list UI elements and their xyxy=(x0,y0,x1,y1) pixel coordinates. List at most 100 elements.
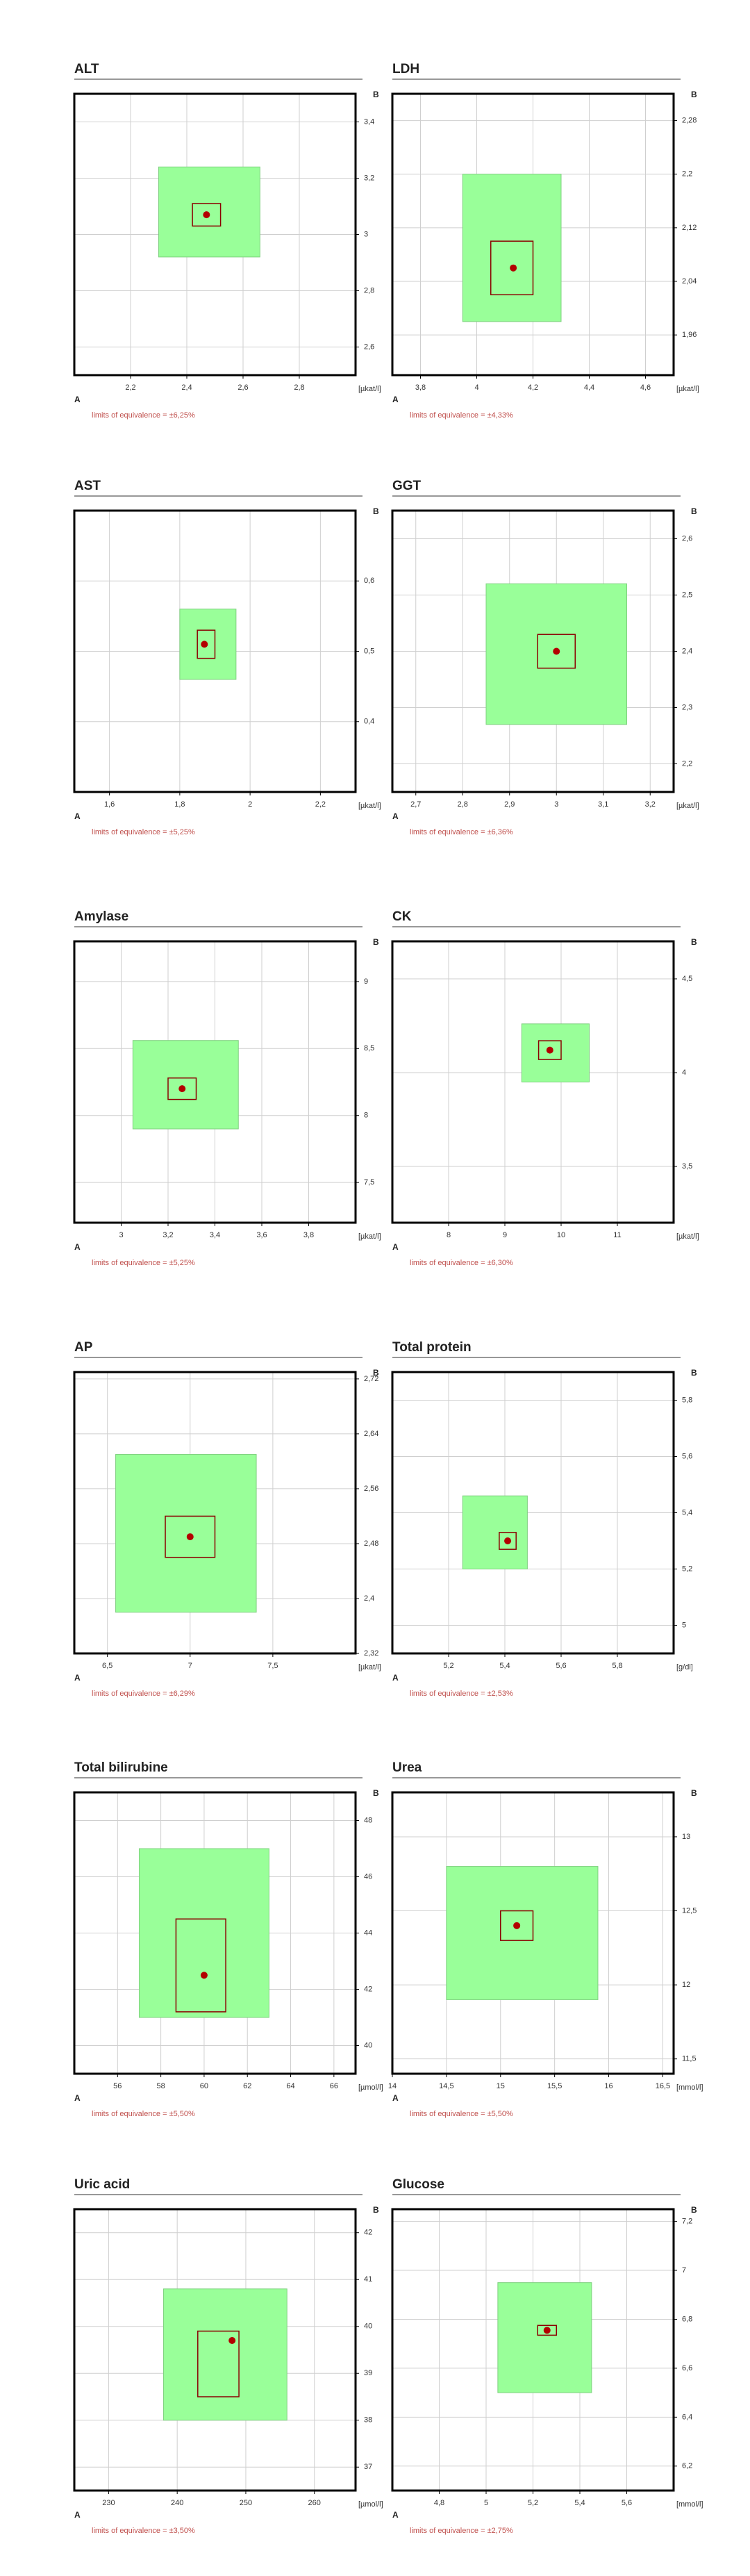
y-tick-label: 5,6 xyxy=(682,1452,692,1460)
y-tick-label: 2,4 xyxy=(364,1594,374,1603)
y-tick-label: 2,64 xyxy=(364,1430,378,1438)
x-tick-label: 3,4 xyxy=(210,1231,220,1239)
y-axis-name: B xyxy=(691,506,697,516)
unit-label: [µkat/l] xyxy=(676,802,699,810)
x-tick-label: 56 xyxy=(113,2082,122,2090)
y-tick-label: 5 xyxy=(682,1621,686,1629)
x-tick-label: 14,5 xyxy=(439,2082,453,2090)
y-tick-label: 2,2 xyxy=(682,170,692,179)
x-tick-label: 4,4 xyxy=(584,383,594,392)
x-tick-label: 240 xyxy=(171,2499,183,2507)
confidence-box xyxy=(167,1077,197,1100)
plot-frame xyxy=(391,1371,675,1655)
unit-label: [µkat/l] xyxy=(358,1232,381,1241)
chart-panel: CK 8 9 10 11 3,5 4 4,5 B A [µkat/l] limits of equiv… xyxy=(391,909,699,1267)
estimate-point xyxy=(200,1972,208,1979)
x-axis-name: A xyxy=(74,811,81,821)
equivalence-limits xyxy=(446,1866,599,2000)
x-tick-label: 2 xyxy=(248,800,252,809)
equivalence-limits xyxy=(158,166,260,258)
chart-panel: AP 6,5 7 7,5 2,32 2,4 2,48 2,56 2,64 2,72B A [µkat/… xyxy=(73,1340,381,1698)
y-tick-label: 2,6 xyxy=(364,342,374,351)
y-tick-label: 46 xyxy=(364,1872,372,1881)
chart-panel: Amylase 3 3,2 3,4 3,6 3,8 7,5 8 8,5 9 B A [µkat/l] li… xyxy=(73,909,381,1267)
chart-panel: Total protein 5,2 5,4 5,6 5,8 5 5,2 5,4 5,6 5,8 B A… xyxy=(391,1340,697,1698)
y-axis-name: B xyxy=(373,1788,379,1798)
y-axis-name: B xyxy=(373,506,379,516)
estimate-point xyxy=(510,264,517,272)
x-tick-label: 15 xyxy=(497,2082,505,2090)
chart-panel: Uric acid 230 240 250 260 37 38 39 40 41 42 B A [µmol… xyxy=(73,2177,383,2535)
equivalence-limits xyxy=(521,1023,590,1083)
x-tick-label: 3,2 xyxy=(162,1231,173,1239)
plot-frame xyxy=(391,92,675,377)
estimate-point xyxy=(513,1922,521,1929)
y-tick-label: 2,28 xyxy=(682,116,697,124)
equivalence-limits xyxy=(132,1040,239,1130)
estimate-point xyxy=(228,2337,236,2344)
confidence-box xyxy=(197,629,216,659)
plot-frame xyxy=(73,1791,357,2075)
y-tick-label: 2,6 xyxy=(682,534,692,543)
estimate-point xyxy=(186,1533,194,1541)
estimate-point xyxy=(201,641,208,648)
x-axis-name: A xyxy=(392,2093,399,2103)
x-tick-label: 7 xyxy=(188,1662,192,1670)
chart-title: AP xyxy=(74,1340,93,1355)
x-tick-label: 58 xyxy=(156,2082,165,2090)
chart-panel: Glucose 4,8 5 5,2 5,4 5,6 6,2 6,4 6,6 6,8 7 7,2 B A [m… xyxy=(391,2177,703,2535)
x-tick-label: 8 xyxy=(447,1231,451,1239)
x-tick-label: 14 xyxy=(388,2082,397,2090)
estimate-point xyxy=(178,1085,186,1093)
chart-panel: AST 1,6 1,8 2 2,2 0,4 0,5 0,6 B A [µkat/l] limits o… xyxy=(73,479,381,836)
y-tick-label: 2,3 xyxy=(682,703,692,711)
y-tick-label: 11,5 xyxy=(682,2055,697,2063)
y-tick-label: 7,2 xyxy=(682,2218,692,2226)
y-tick-label: 0,6 xyxy=(364,577,374,585)
x-tick-label: 7,5 xyxy=(267,1662,278,1670)
y-tick-label: 2,12 xyxy=(682,224,697,232)
plot-frame xyxy=(73,92,357,377)
chart-panel: Urea 14 14,5 15 15,5 16 16,5 11,5 12 12,5 13 B A [mmo… xyxy=(388,1760,703,2118)
plot-frame xyxy=(73,940,357,1224)
y-tick-label: 2,32 xyxy=(364,1649,378,1658)
x-tick-label: 230 xyxy=(102,2499,115,2507)
confidence-box xyxy=(165,1515,216,1558)
x-axis-name: A xyxy=(392,811,399,821)
x-tick-label: 16 xyxy=(604,2082,612,2090)
equivalence-note: limits of equivalence = ±5,50% xyxy=(410,2110,513,2118)
equivalence-note: limits of equivalence = ±5,25% xyxy=(92,828,195,836)
y-tick-label: 4,5 xyxy=(682,975,692,983)
x-axis-name: A xyxy=(74,395,81,404)
plot-frame xyxy=(391,940,675,1224)
confidence-box xyxy=(499,1532,517,1550)
chart-panel: ALT 2,2 2,4 2,6 2,8 2,6 2,8 3 3,2 3,4 B A [µkat/l] li… xyxy=(73,62,381,420)
y-axis-name: B xyxy=(691,90,697,99)
y-axis-name: B xyxy=(373,90,379,99)
x-tick-label: 5,4 xyxy=(574,2499,585,2507)
chart-title: GGT xyxy=(392,479,422,493)
y-tick-label: 37 xyxy=(364,2463,372,2471)
y-axis-name: B xyxy=(691,1368,697,1378)
confidence-box xyxy=(192,203,222,227)
equivalence-note: limits of equivalence = ±3,50% xyxy=(92,2527,195,2535)
x-tick-label: 250 xyxy=(240,2499,252,2507)
equivalence-limits xyxy=(162,2288,288,2421)
confidence-box xyxy=(537,2325,557,2336)
equivalence-note: limits of equivalence = ±2,75% xyxy=(410,2527,513,2535)
y-tick-label: 38 xyxy=(364,2416,372,2425)
x-tick-label: 3,8 xyxy=(415,383,426,392)
x-tick-label: 3,1 xyxy=(598,800,608,809)
x-tick-label: 10 xyxy=(557,1231,565,1239)
x-tick-label: 11 xyxy=(613,1231,621,1239)
x-tick-label: 62 xyxy=(243,2082,251,2090)
y-axis-name: B xyxy=(691,2205,697,2215)
confidence-box xyxy=(537,634,576,669)
x-tick-label: 9 xyxy=(503,1231,507,1239)
y-tick-label: 41 xyxy=(364,2275,372,2284)
y-tick-label: 5,2 xyxy=(682,1564,692,1573)
y-tick-label: 42 xyxy=(364,2229,372,2237)
y-tick-label: 12 xyxy=(682,1981,690,1989)
x-axis-name: A xyxy=(392,395,399,404)
chart-title: Total bilirubine xyxy=(74,1760,168,1775)
